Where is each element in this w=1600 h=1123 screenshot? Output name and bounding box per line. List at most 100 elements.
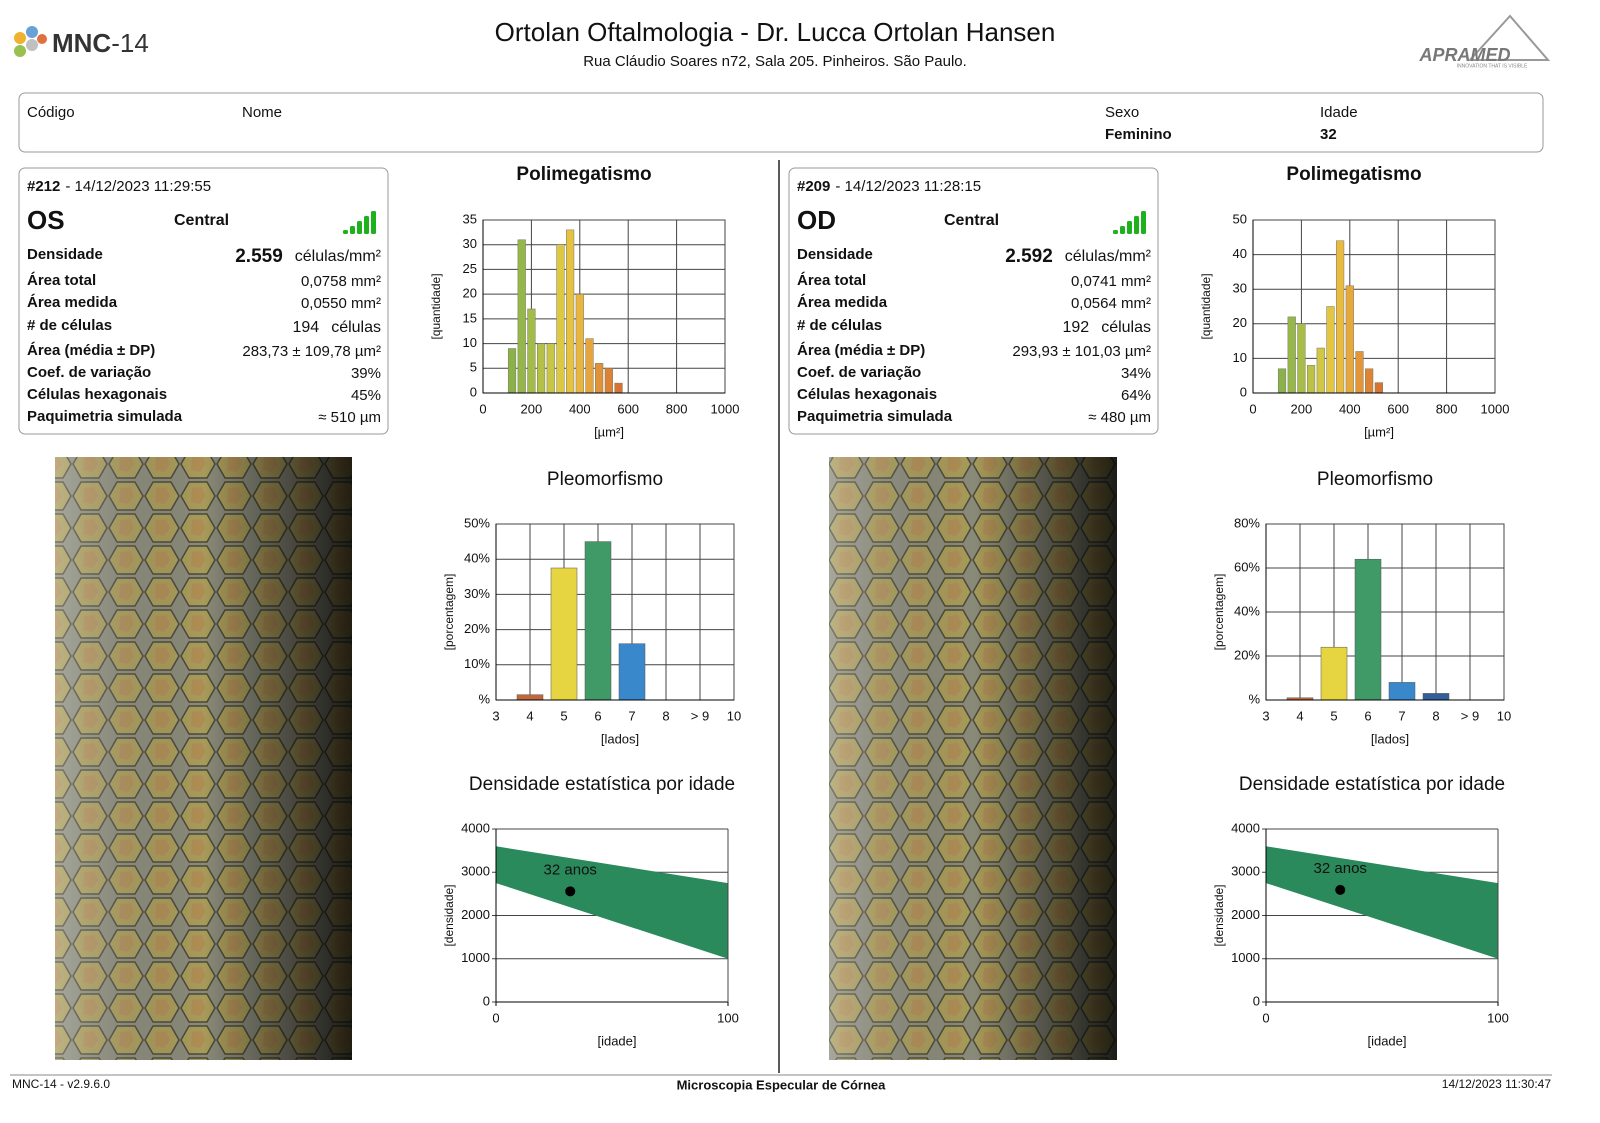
x-tick-label: 0 xyxy=(1249,401,1256,416)
y-tick-label: 3000 xyxy=(1231,864,1260,879)
histogram-bar xyxy=(585,338,594,394)
stat-value: 45% xyxy=(351,387,381,404)
x-tick-label: 5 xyxy=(560,708,567,723)
x-tick-label: 600 xyxy=(1387,401,1409,416)
y-tick-label: 1000 xyxy=(461,950,490,965)
clinic-title: Ortolan Oftalmologia - Dr. Lucca Ortolan… xyxy=(495,17,1056,47)
x-tick-label: > 9 xyxy=(691,708,709,723)
x-tick-label: 3 xyxy=(492,708,499,723)
x-tick-label: 4 xyxy=(1296,708,1303,723)
density-band xyxy=(496,846,728,959)
histogram-bar xyxy=(604,368,613,394)
signal-bar xyxy=(350,226,355,234)
histogram-bar xyxy=(556,244,565,394)
x-tick-label: 400 xyxy=(1339,401,1361,416)
footer-title: Microscopia Especular de Córnea xyxy=(677,1077,887,1092)
signal-bar xyxy=(371,211,376,234)
x-tick-label: 0 xyxy=(492,1010,499,1025)
histogram-bar xyxy=(1326,306,1335,394)
stat-value: ≈ 480 µm xyxy=(1088,409,1151,426)
exam-heading: #209 - 14/12/2023 11:28:15 xyxy=(797,178,981,195)
exam-number: #209 xyxy=(797,178,830,195)
bar xyxy=(618,643,646,701)
x-tick-label: 6 xyxy=(1364,708,1371,723)
bar xyxy=(584,541,612,701)
code-label: Código xyxy=(27,104,75,121)
y-tick-label: 40 xyxy=(1233,246,1247,261)
histogram-bar xyxy=(1355,351,1364,394)
histogram-bar xyxy=(1316,347,1325,394)
x-tick-label: 100 xyxy=(717,1010,739,1025)
x-tick-label: 1000 xyxy=(1481,401,1510,416)
exam-heading: #212 - 14/12/2023 11:29:55 xyxy=(27,178,211,195)
y-axis-label: [quantidade] xyxy=(429,273,443,339)
histogram-bar xyxy=(536,343,546,394)
chart-title: Densidade estatística por idade xyxy=(469,774,735,795)
x-tick-label: 800 xyxy=(666,401,688,416)
eye: OD xyxy=(797,205,836,235)
x-tick-label: 10 xyxy=(727,708,741,723)
histogram-bar xyxy=(1277,368,1287,394)
stat-label: Células hexagonais xyxy=(797,386,937,403)
y-tick-label: 10% xyxy=(464,656,490,671)
signal-bar xyxy=(343,230,348,234)
stat-label: Área medida xyxy=(27,294,118,311)
x-tick-label: 100 xyxy=(1487,1010,1509,1025)
x-tick-label: 7 xyxy=(628,708,635,723)
image-shade xyxy=(829,457,1117,1060)
stat-label: Coef. de variação xyxy=(797,364,921,381)
image-shade xyxy=(55,457,352,1060)
point-label: 32 anos xyxy=(1314,860,1367,877)
histogram-bar xyxy=(1365,368,1374,394)
sex-label: Sexo xyxy=(1105,104,1139,121)
chart-title: Densidade estatística por idade xyxy=(1239,774,1505,795)
y-tick-label: 3000 xyxy=(461,864,490,879)
histogram-bar xyxy=(546,343,555,394)
histogram-bar xyxy=(1287,316,1296,394)
patient-point xyxy=(565,886,576,897)
clinic-address: Rua Cláudio Soares n72, Sala 205. Pinhei… xyxy=(583,53,967,70)
x-axis-label: [idade] xyxy=(597,1033,636,1048)
stat-label: Área (média ± DP) xyxy=(27,342,155,359)
stat-unit: células xyxy=(331,319,381,336)
y-tick-label: 30 xyxy=(1233,281,1247,296)
name-label: Nome xyxy=(242,104,282,121)
y-tick-label: 40% xyxy=(464,551,490,566)
age-value: 32 xyxy=(1320,126,1337,143)
x-tick-label: 200 xyxy=(521,401,543,416)
exam-datetime: - 14/12/2023 11:28:15 xyxy=(835,178,981,195)
histogram-bar xyxy=(1297,323,1306,394)
stat-label: Paquimetria simulada xyxy=(797,408,953,425)
x-tick-label: 0 xyxy=(1262,1010,1269,1025)
stat-label: Área medida xyxy=(797,294,888,311)
plot-area xyxy=(495,523,735,701)
y-tick-label: 2000 xyxy=(461,907,490,922)
y-tick-label: 60% xyxy=(1234,559,1260,574)
y-tick-label: 4000 xyxy=(461,820,490,835)
y-tick-label: 30% xyxy=(464,586,490,601)
y-axis-label: [densidade] xyxy=(442,884,456,946)
stat-value: 293,93 ± 101,03 µm² xyxy=(1012,343,1151,360)
bar xyxy=(550,567,578,701)
bar xyxy=(516,694,544,701)
brand-tagline: INNOVATION THAT IS VISIBLE xyxy=(1457,63,1528,69)
y-tick-label: 20% xyxy=(1234,647,1260,662)
y-tick-label: 50 xyxy=(1233,211,1247,226)
logo-suffix: -14 xyxy=(111,28,149,58)
x-tick-label: 4 xyxy=(526,708,533,723)
stat-value: 0,0758 mm² xyxy=(301,273,381,290)
footer-datetime: 14/12/2023 11:30:47 xyxy=(1442,1077,1552,1091)
x-tick-label: 0 xyxy=(479,401,486,416)
signal-bar xyxy=(1120,226,1125,234)
y-tick-label: 20 xyxy=(1233,315,1247,330)
y-tick-label: 4000 xyxy=(1231,820,1260,835)
exam-number: #212 xyxy=(27,178,60,195)
stat-unit: células/mm² xyxy=(295,248,382,265)
histogram-bar xyxy=(1374,382,1383,394)
signal-bar xyxy=(1127,221,1132,234)
histogram-bar xyxy=(517,239,526,394)
stat-label: Paquimetria simulada xyxy=(27,408,183,425)
y-tick-label: 20 xyxy=(463,286,477,301)
y-tick-label: 10 xyxy=(463,335,477,350)
stat-unit: células/mm² xyxy=(1065,248,1152,265)
